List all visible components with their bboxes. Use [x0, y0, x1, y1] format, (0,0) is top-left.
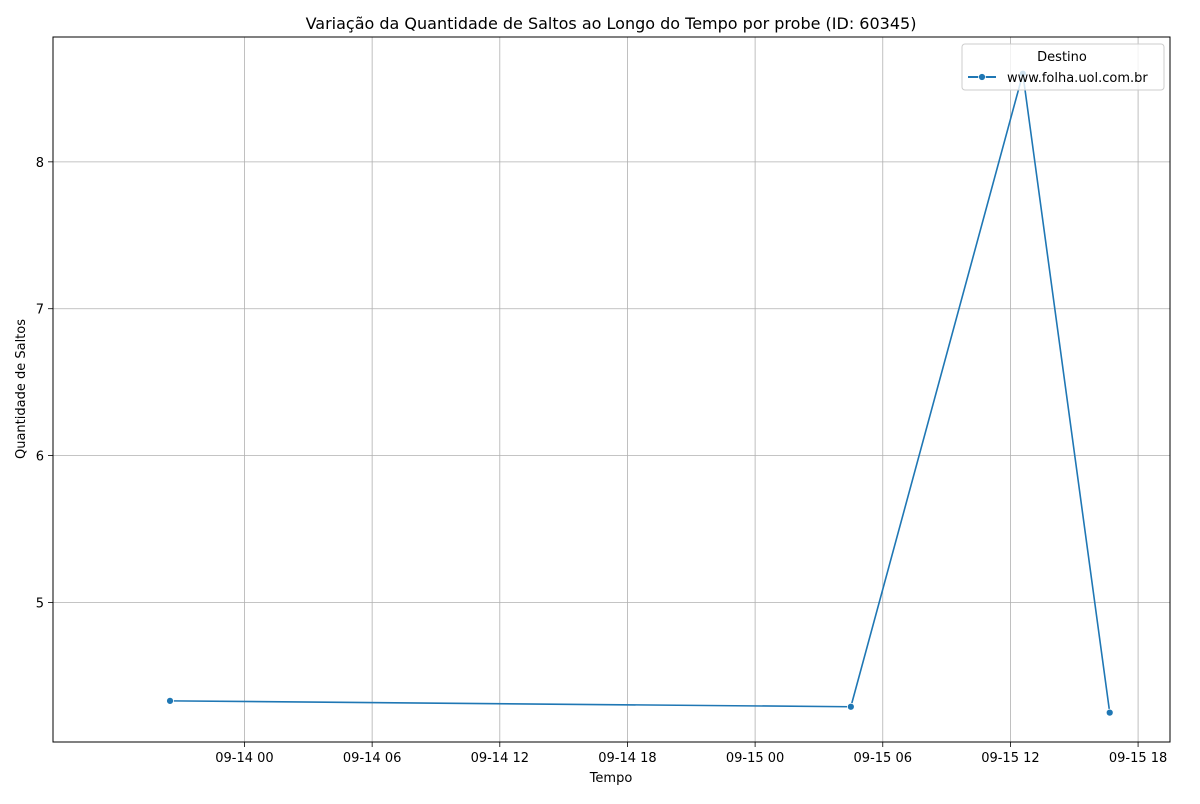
x-tick-label: 09-15 00 [726, 751, 784, 766]
x-tick-label: 09-15 18 [1109, 751, 1167, 766]
series-layer [166, 69, 1114, 717]
y-tick-label: 5 [36, 596, 44, 611]
y-tick-label: 8 [36, 156, 44, 171]
x-tick-label: 09-14 00 [215, 751, 273, 766]
data-point [846, 702, 855, 711]
legend-marker-swatch [978, 73, 986, 81]
grid-layer [53, 37, 1170, 742]
x-tick-label: 09-15 12 [981, 751, 1039, 766]
series-line [170, 72, 1111, 713]
x-tick-label: 09-15 06 [854, 751, 912, 766]
y-tick-label: 7 [36, 303, 44, 318]
data-point [1105, 708, 1114, 717]
legend-box [961, 43, 1165, 91]
y-tick-label: 6 [36, 450, 44, 465]
x-tick-label: 09-14 12 [471, 751, 529, 766]
legend: Destino www.folha.uol.com.br [961, 43, 1165, 91]
ticks-layer: 09-14 00 09-14 06 09-14 12 09-14 18 09-15 00… [36, 156, 1168, 766]
x-tick-label: 09-14 06 [343, 751, 401, 766]
x-axis-label: Tempo [589, 771, 633, 786]
y-axis-label: Quantidade de Saltos [14, 319, 29, 459]
legend-entry-label: www.folha.uol.com.br [1007, 71, 1148, 86]
chart-title: Variação da Quantidade de Saltos ao Long… [306, 14, 917, 33]
data-point [166, 696, 174, 705]
plot-frame [52, 36, 1171, 743]
x-tick-label: 09-14 18 [598, 751, 656, 766]
legend-title: Destino [1037, 50, 1087, 65]
